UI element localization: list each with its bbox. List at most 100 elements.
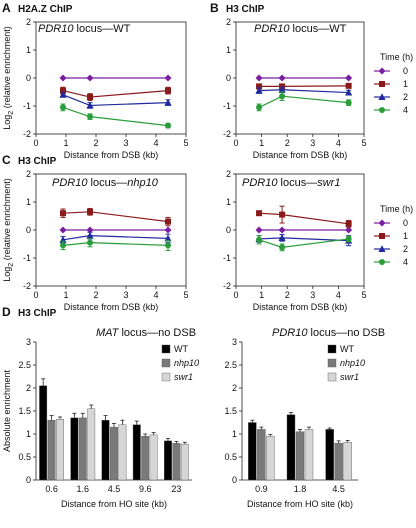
legend-label-c2-4: 4 xyxy=(403,257,408,267)
bar-d1-nhp10-2 xyxy=(110,426,118,481)
x-tick-label-c2-1: 1 xyxy=(259,290,264,300)
y-tick-label-a-1: -1 xyxy=(23,101,31,111)
bar-d1-swr1-1 xyxy=(87,408,96,481)
data-point-a-4-1 xyxy=(87,113,93,120)
y-tick-label-b-1: -1 xyxy=(223,101,231,111)
x-tick-label-d1-1: 1.6 xyxy=(77,484,90,494)
series-line-b-1 xyxy=(259,85,349,88)
bar-d1-WT-2 xyxy=(101,420,110,481)
y-tick-label-c2-4: 2 xyxy=(226,169,231,179)
bar-d1-WT-0 xyxy=(39,385,48,481)
plot-title-c1-part-1: locus— xyxy=(87,177,127,189)
data-point-c1-2-1 xyxy=(86,231,94,239)
panel-letter-c: C xyxy=(2,153,11,167)
bar-d2-swr1-2 xyxy=(343,442,352,481)
bar-d1-WT-3 xyxy=(132,424,141,481)
legend-label-d2-nhp10: nhp10 xyxy=(340,358,365,368)
x-tick-label-c1-0: 0 xyxy=(33,290,38,300)
x-tick-label-d2-1: 1.8 xyxy=(294,484,307,494)
y-tick-label-d2-4: 2 xyxy=(232,383,237,393)
series-b-1 xyxy=(256,82,352,90)
legend-marker-c2-1 xyxy=(379,233,385,239)
y-tick-label-a-3: 1 xyxy=(26,45,31,55)
data-point-c1-4-1 xyxy=(87,239,93,246)
data-point-c1-1-0 xyxy=(60,210,66,217)
data-point-c2-4-2 xyxy=(345,235,352,242)
legend-swatch-d2-swr1 xyxy=(327,372,337,382)
y-tick-label-a-2: 0 xyxy=(26,73,31,83)
legend-marker-b-4 xyxy=(379,107,385,113)
data-point-c1-1-1 xyxy=(87,208,93,215)
plot-title-a-part-1: locus—WT xyxy=(73,23,130,35)
series-c2-4 xyxy=(256,235,352,252)
plot-title-a: PDR10 locus—WT xyxy=(38,23,131,35)
data-point-b-4-0 xyxy=(256,104,263,111)
y-tick-label-b-0: -2 xyxy=(223,129,231,139)
data-point-a-2-2 xyxy=(164,98,172,106)
x-tick-label-b-3: 3 xyxy=(310,138,315,148)
y-tick-label-d2-2: 1 xyxy=(232,429,237,439)
data-point-c2-0-2 xyxy=(345,226,353,234)
x-tick-label-d1-0: 0.6 xyxy=(45,484,58,494)
legend-label-d2-WT: WT xyxy=(340,344,354,354)
bar-d1-nhp10-0 xyxy=(47,420,56,481)
plot-title-d2-part-0: PDR10 xyxy=(272,327,308,339)
data-point-a-1-1 xyxy=(87,94,93,101)
legend-label-d1-nhp10: nhp10 xyxy=(174,358,199,368)
y-axis-label-a: Log2 (relative enrichment) xyxy=(2,26,15,129)
x-tick-label-c1-3: 3 xyxy=(123,290,128,300)
x-tick-label-d1-4: 23 xyxy=(171,484,181,494)
series-b-4 xyxy=(256,91,352,112)
x-tick-label-c2-4: 4 xyxy=(336,290,341,300)
data-point-a-4-0 xyxy=(60,104,66,111)
y-tick-label-d2-0: 0 xyxy=(232,475,237,485)
legend-label-b-2: 2 xyxy=(403,92,408,102)
plot-title-c1-part-2: nhp10 xyxy=(127,177,158,189)
x-tick-label-a-4: 4 xyxy=(153,138,158,148)
legend-label-c2-2: 2 xyxy=(403,244,408,254)
bar-d2-nhp10-2 xyxy=(334,443,343,481)
x-axis-label-d2: Distance from HO site (kb) xyxy=(247,499,353,509)
y-axis-label-d1: Absolute enrichment xyxy=(2,369,12,452)
data-point-c1-4-0 xyxy=(60,242,66,249)
data-point-c1-0-0 xyxy=(59,226,67,234)
data-point-c2-4-0 xyxy=(256,236,263,243)
series-a-1 xyxy=(60,86,171,101)
data-point-c1-4-2 xyxy=(165,242,171,249)
series-line-b-4 xyxy=(258,95,349,108)
x-tick-label-d2-0: 0.9 xyxy=(255,484,268,494)
x-tick-label-c1-1: 1 xyxy=(63,290,68,300)
panel-letter-a: A xyxy=(2,1,11,15)
legend-swatch-d1-WT xyxy=(161,344,171,354)
y-axis-label-c1-sub: 2 xyxy=(8,263,15,267)
data-point-c2-1-2 xyxy=(345,220,352,227)
plot-title-c2-part-0: PDR10 xyxy=(242,177,278,189)
data-point-b-2-2 xyxy=(345,88,353,96)
y-tick-label-c1-2: 0 xyxy=(26,225,31,235)
legend-marker-b-0 xyxy=(378,67,386,75)
plot-title-c1: PDR10 locus—nhp10 xyxy=(52,177,159,189)
bar-d2-nhp10-0 xyxy=(257,429,266,481)
bar-d1-swr1-0 xyxy=(56,419,64,481)
y-axis-label-c1: Log2 (relative enrichment) xyxy=(2,178,15,281)
bar-d1-swr1-3 xyxy=(149,434,158,481)
y-tick-label-d2-3: 1.5 xyxy=(224,406,237,416)
data-point-b-2-0 xyxy=(255,86,263,94)
series-line-a-4 xyxy=(62,106,169,127)
y-tick-label-a-4: 2 xyxy=(26,17,31,27)
data-point-b-4-1 xyxy=(279,93,286,100)
bar-d1-swr1-2 xyxy=(118,424,127,481)
series-c1-2 xyxy=(59,231,172,244)
bar-d1-nhp10-3 xyxy=(141,436,150,481)
legend-marker-c2-4 xyxy=(379,259,385,265)
data-point-b-4-2 xyxy=(345,99,352,106)
panel-title-a: H2A.Z ChIP xyxy=(18,4,73,15)
legend-label-b-0: 0 xyxy=(403,66,408,76)
panel-title-d1: H3 ChIP xyxy=(18,308,57,319)
data-point-a-0-1 xyxy=(86,74,94,82)
series-line-c1-4 xyxy=(62,241,169,246)
x-axis-label-c2: Distance from DSB (kb) xyxy=(253,302,348,312)
y-tick-label-b-4: 2 xyxy=(226,17,231,27)
plot-title-d1: MAT locus—no DSB xyxy=(96,327,196,339)
